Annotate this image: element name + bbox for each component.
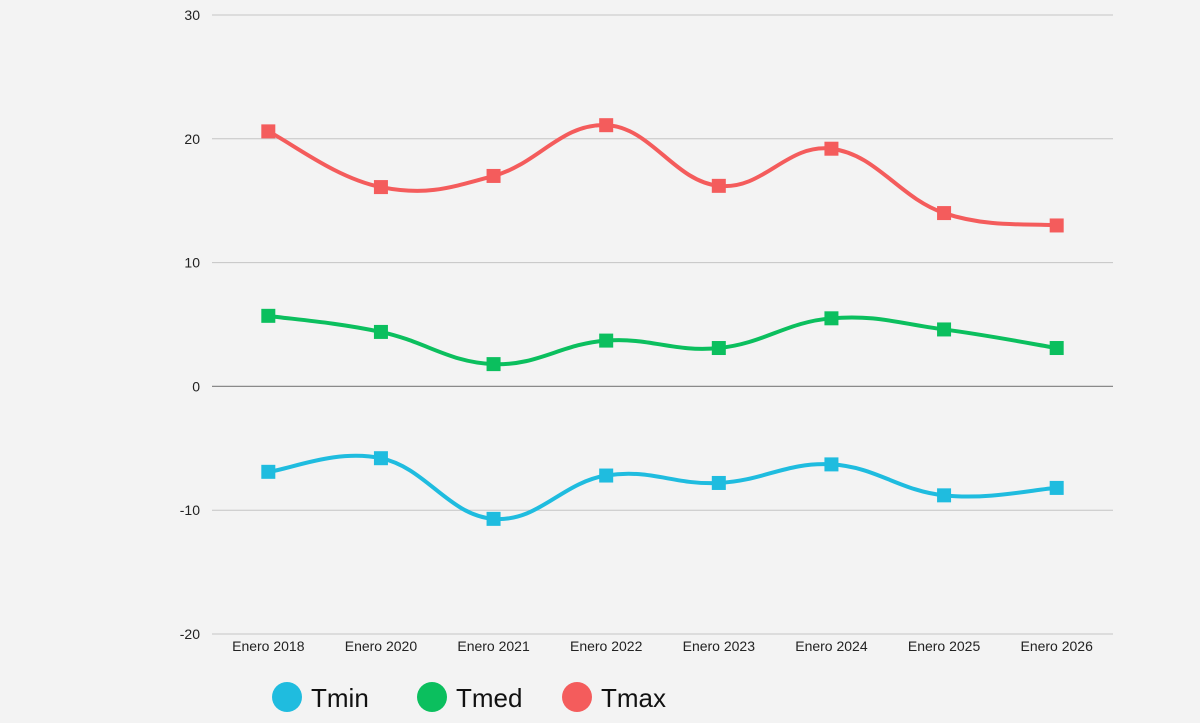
legend-marker-tmed xyxy=(417,682,447,712)
series-layer xyxy=(261,118,1064,526)
y-tick-label: 30 xyxy=(184,7,200,23)
x-tick-label: Enero 2026 xyxy=(1020,638,1093,654)
data-point-tmed xyxy=(599,333,614,348)
data-point-tmin xyxy=(261,464,276,479)
data-point-tmax xyxy=(937,206,952,221)
y-tick-label: 10 xyxy=(184,255,200,271)
data-point-tmed xyxy=(937,322,952,337)
series-tmax xyxy=(261,118,1064,233)
x-tick-label: Enero 2023 xyxy=(683,638,756,654)
x-tick-label: Enero 2020 xyxy=(345,638,418,654)
y-axis: -20 -10 0 10 20 30 xyxy=(180,7,200,642)
grid xyxy=(212,14,1113,635)
data-point-tmin xyxy=(486,511,501,526)
data-point-tmax xyxy=(373,180,388,195)
x-tick-label: Enero 2021 xyxy=(457,638,530,654)
data-point-tmin xyxy=(1049,480,1064,495)
legend-marker-tmax xyxy=(562,682,592,712)
data-point-tmed xyxy=(373,324,388,339)
y-tick-label: 0 xyxy=(192,378,200,394)
x-tick-label: Enero 2022 xyxy=(570,638,643,654)
data-point-tmax xyxy=(1049,218,1064,233)
legend-item-tmax: Tmax xyxy=(562,682,666,713)
legend-label-tmed: Tmed xyxy=(456,683,522,713)
series-tmed xyxy=(261,308,1064,372)
series-line-tmed xyxy=(266,313,1059,367)
data-point-tmed xyxy=(486,357,501,372)
data-point-tmax xyxy=(486,168,501,183)
x-tick-label: Enero 2025 xyxy=(908,638,981,654)
data-point-tmax xyxy=(711,178,726,193)
legend-label-tmax: Tmax xyxy=(601,683,666,713)
data-point-tmed xyxy=(261,308,276,323)
legend-marker-tmin xyxy=(272,682,302,712)
y-tick-label: -10 xyxy=(180,502,200,518)
series-tmin xyxy=(261,451,1064,526)
data-point-tmed xyxy=(1049,341,1064,356)
data-point-tmax xyxy=(261,124,276,139)
data-point-tmax xyxy=(824,141,839,156)
series-line-tmax xyxy=(266,123,1059,228)
data-point-tmax xyxy=(599,118,614,133)
legend-item-tmed: Tmed xyxy=(417,682,522,713)
legend: Tmin Tmed Tmax xyxy=(272,682,666,713)
data-point-tmed xyxy=(824,311,839,326)
data-point-tmin xyxy=(599,468,614,483)
x-tick-label: Enero 2024 xyxy=(795,638,868,654)
x-tick-label: Enero 2018 xyxy=(232,638,305,654)
data-point-tmin xyxy=(711,475,726,490)
data-point-tmed xyxy=(711,341,726,356)
x-axis: Enero 2018 Enero 2020 Enero 2021 Enero 2022… xyxy=(232,638,1093,654)
data-point-tmin xyxy=(824,457,839,472)
series-line-tmin xyxy=(266,453,1059,521)
y-tick-label: 20 xyxy=(184,131,200,147)
data-point-tmin xyxy=(373,451,388,466)
y-tick-label: -20 xyxy=(180,626,200,642)
data-point-tmin xyxy=(937,488,952,503)
legend-label-tmin: Tmin xyxy=(311,683,369,713)
legend-item-tmin: Tmin xyxy=(272,682,369,713)
